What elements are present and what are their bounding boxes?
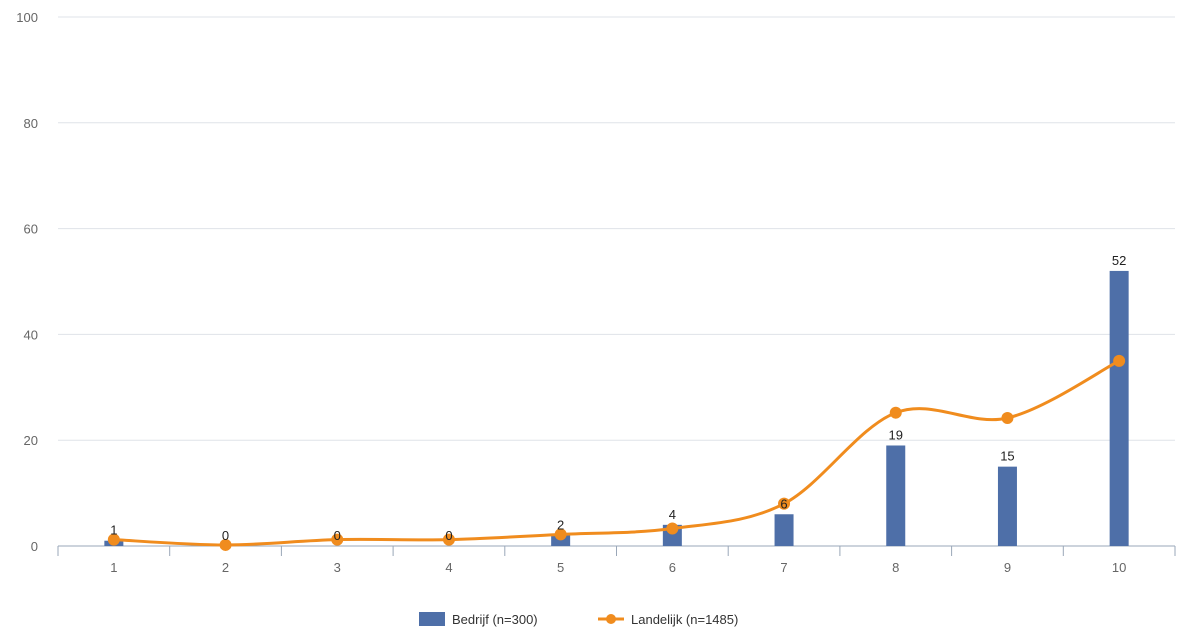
bar-data-label: 4	[669, 507, 676, 522]
line-point	[107, 533, 120, 546]
line-point	[1113, 354, 1126, 367]
y-tick-label: 60	[24, 222, 38, 237]
y-axis-ticks: 0 20 40 60 80 100	[16, 10, 38, 554]
bar	[774, 514, 794, 546]
gridlines	[58, 16, 1175, 441]
line-point	[666, 522, 679, 535]
line-series	[107, 354, 1126, 551]
bar-data-label: 0	[445, 528, 452, 543]
line-point	[331, 533, 344, 546]
data-labels: 1 0 0 0 2 4 6 19 15 52	[110, 253, 1126, 543]
bar	[551, 535, 571, 546]
x-tick-label: 3	[334, 560, 341, 575]
bar	[1109, 270, 1129, 546]
line-point	[889, 406, 902, 419]
x-tick-label: 1	[110, 560, 117, 575]
x-tick-label: 7	[780, 560, 787, 575]
legend[interactable]: Bedrijf (n=300) Landelijk (n=1485)	[419, 612, 738, 627]
bar-data-label: 15	[1000, 449, 1014, 464]
bar-data-label: 1	[110, 523, 117, 538]
line-point	[1001, 411, 1014, 424]
x-tick-label: 9	[1004, 560, 1011, 575]
y-tick-label: 80	[24, 116, 38, 131]
x-tick-label: 2	[222, 560, 229, 575]
bar	[997, 466, 1017, 546]
legend-line-marker	[606, 614, 616, 624]
line-point	[554, 528, 567, 541]
x-tick-label: 10	[1112, 560, 1126, 575]
x-tick-label: 4	[445, 560, 452, 575]
bar-data-label: 2	[557, 517, 564, 532]
legend-bar-swatch	[419, 612, 445, 626]
legend-line-label: Landelijk (n=1485)	[631, 612, 738, 627]
y-tick-label: 100	[16, 10, 38, 25]
bar-data-label: 0	[334, 528, 341, 543]
bar-data-label: 19	[889, 427, 903, 442]
line-path	[113, 359, 1120, 547]
line-point	[219, 538, 232, 551]
bar-data-label: 6	[780, 496, 787, 511]
y-tick-label: 20	[24, 433, 38, 448]
bar	[886, 445, 906, 546]
x-tick-label: 6	[669, 560, 676, 575]
bar-data-label: 52	[1112, 253, 1126, 268]
y-tick-label: 40	[24, 327, 38, 342]
x-tick-label: 5	[557, 560, 564, 575]
bar-series	[104, 270, 1129, 546]
line-point	[778, 497, 791, 510]
legend-bar-label: Bedrijf (n=300)	[452, 612, 538, 627]
line-point	[442, 533, 455, 546]
x-tick-label: 8	[892, 560, 899, 575]
y-tick-label: 0	[31, 539, 38, 554]
bar-data-label: 0	[222, 528, 229, 543]
